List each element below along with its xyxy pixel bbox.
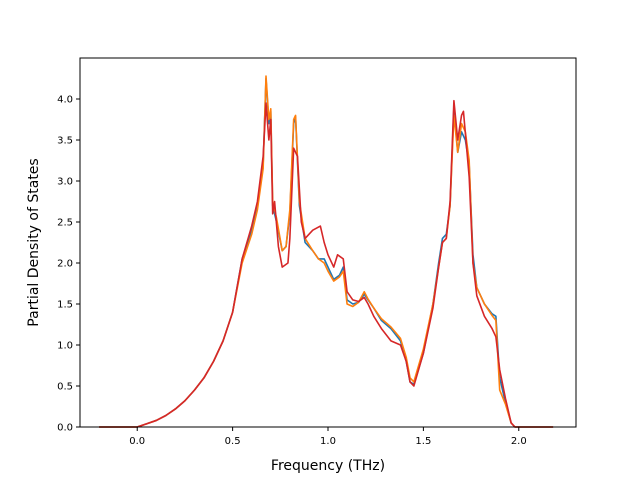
series-group bbox=[99, 75, 554, 428]
y-tick-label: 0.5 bbox=[57, 382, 73, 393]
y-axis-label: Partial Density of States bbox=[26, 158, 42, 326]
x-tick-label: 0.5 bbox=[225, 436, 241, 447]
x-axis-label: Frequency (THz) bbox=[271, 458, 385, 474]
series-line-1 bbox=[99, 75, 554, 428]
x-tick-label: 0.0 bbox=[129, 436, 145, 447]
x-tick-label: 2.0 bbox=[511, 436, 527, 447]
y-tick-label: 2.5 bbox=[57, 218, 73, 229]
axes-frame bbox=[79, 57, 577, 428]
x-axis: 0.0 0.5 1.0 1.5 2.0 bbox=[129, 427, 527, 447]
x-tick-label: 1.5 bbox=[415, 436, 431, 447]
y-tick-label: 0.0 bbox=[57, 423, 73, 434]
y-tick-label: 1.5 bbox=[57, 300, 73, 311]
series-line-0 bbox=[99, 77, 554, 428]
y-tick-label: 3.0 bbox=[57, 177, 73, 188]
y-tick-label: 2.0 bbox=[57, 259, 73, 270]
y-tick-label: 3.5 bbox=[57, 136, 73, 147]
y-axis: 0.0 0.5 1.0 1.5 2.0 2.5 3.0 3.5 4.0 bbox=[57, 95, 80, 434]
x-tick-label: 1.0 bbox=[320, 436, 336, 447]
y-tick-label: 4.0 bbox=[57, 95, 73, 106]
y-tick-label: 1.0 bbox=[57, 341, 73, 352]
series-line-2 bbox=[99, 99, 554, 428]
